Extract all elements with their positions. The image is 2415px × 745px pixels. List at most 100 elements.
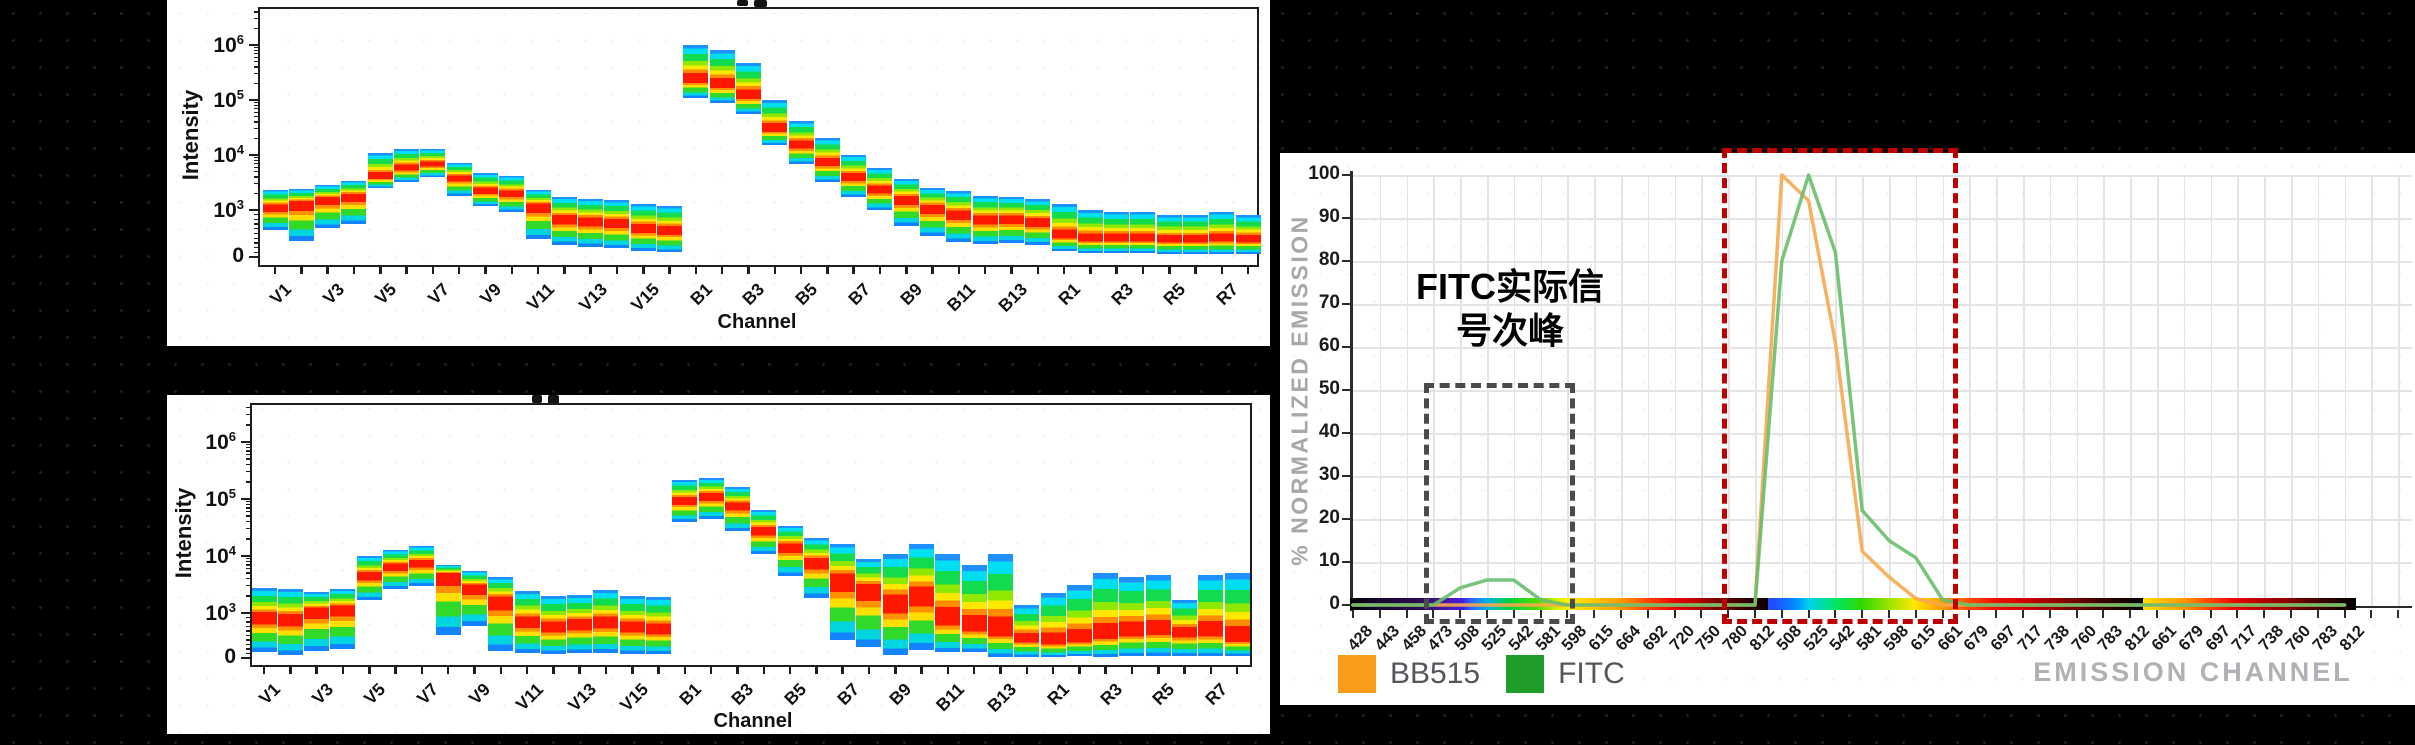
- x-tick: [604, 665, 608, 674]
- y-tick-label: 105: [213, 87, 244, 112]
- y-tick: [1342, 217, 1350, 219]
- x-tick: [379, 265, 382, 274]
- v-gridline: [1996, 175, 1998, 607]
- y-tick-label: 100: [1308, 163, 1340, 184]
- v-gridline: [1433, 175, 1435, 607]
- y-minor-tick: [246, 446, 250, 449]
- y-minor-tick: [246, 414, 250, 416]
- y-minor-tick: [254, 237, 258, 239]
- channel-band: [841, 155, 867, 198]
- y-minor-tick: [254, 121, 258, 123]
- v-gridline: [1567, 175, 1569, 607]
- y-minor-tick: [254, 56, 258, 58]
- h-gridline: [1350, 433, 2412, 435]
- x-tick: [1646, 610, 1649, 618]
- v-gridline: [1728, 175, 1730, 607]
- y-minor-tick: [246, 453, 250, 456]
- x-tick: [2209, 610, 2212, 618]
- channel-band: [472, 172, 498, 206]
- x-tick: [273, 265, 277, 274]
- x-tick: [852, 265, 855, 274]
- y-minor-tick: [254, 18, 258, 20]
- spectral-plot-bottom-panel: Intensity Channel 0 103 104 105 106 V1 V3 V5 V7 V…: [167, 395, 1270, 734]
- channel-band: [1040, 593, 1066, 657]
- channel-band: [1130, 212, 1156, 254]
- x-tick: [683, 665, 687, 674]
- y-tick: [241, 656, 250, 660]
- x-tick: [446, 665, 450, 674]
- x-tick-label: B1: [674, 679, 705, 709]
- v-gridline: [1808, 175, 1811, 607]
- y-minor-tick: [254, 218, 258, 221]
- y-minor-tick: [246, 406, 250, 409]
- y-minor-tick: [246, 577, 250, 580]
- x-tick: [1378, 610, 1381, 618]
- y-minor-tick: [246, 621, 250, 623]
- v-gridline: [2371, 175, 2373, 607]
- y-minor-tick: [254, 115, 258, 118]
- x-tick-label: V11: [511, 679, 548, 715]
- y-tick-label: 103: [205, 600, 236, 625]
- x-tick-label: R3: [1095, 679, 1126, 709]
- channel-band: [961, 564, 987, 652]
- x-tick: [1246, 265, 1250, 274]
- y-minor-tick: [254, 246, 258, 249]
- channel-band: [277, 589, 303, 656]
- x-tick: [2075, 610, 2078, 618]
- x-tick-label: V5: [360, 679, 390, 709]
- x-tick: [510, 265, 513, 274]
- x-tick-label: R7: [1200, 679, 1231, 709]
- x-tick: [631, 665, 634, 674]
- y-minor-tick: [254, 128, 258, 130]
- y-minor-tick: [254, 183, 258, 185]
- x-tick-label: V13: [563, 679, 600, 716]
- y-tick: [1342, 432, 1350, 434]
- legend: BB515 FITC: [1338, 655, 1651, 693]
- x-tick: [1194, 265, 1197, 274]
- cropped-title-fragment: [532, 395, 542, 403]
- x-tick-label: B13: [994, 279, 1032, 316]
- x-tick: [668, 265, 671, 274]
- main-peak-annotation-box: [1722, 148, 1958, 624]
- y-minor-tick: [254, 251, 258, 253]
- y-tick: [241, 497, 250, 501]
- x-tick: [499, 665, 502, 674]
- y-minor-tick: [254, 46, 258, 49]
- x-tick: [1235, 665, 1239, 674]
- channel-band: [604, 200, 630, 249]
- x-tick-label: R7: [1211, 279, 1242, 309]
- channel-band: [1224, 573, 1250, 657]
- x-tick-label: V15: [627, 279, 664, 316]
- v-gridline: [1969, 175, 1971, 607]
- y-minor-tick: [246, 585, 250, 587]
- channel-band: [394, 148, 419, 183]
- channel-band: [1145, 575, 1171, 657]
- x-tick: [368, 665, 371, 674]
- channel-band: [856, 558, 882, 647]
- legend-swatch-fitc: [1506, 655, 1545, 693]
- x-tick: [1673, 610, 1676, 618]
- y-tick: [1342, 389, 1350, 391]
- x-tick: [1432, 610, 1435, 618]
- x-tick: [1995, 610, 1998, 618]
- x-tick: [341, 665, 345, 674]
- v-gridline: [1647, 175, 1650, 607]
- x-tick-label: V13: [574, 279, 611, 316]
- y-minor-tick: [246, 450, 250, 452]
- x-tick: [999, 665, 1002, 674]
- y-tick: [249, 255, 258, 259]
- x-tick: [1593, 610, 1596, 618]
- x-tick: [642, 265, 645, 274]
- channel-band: [830, 544, 856, 640]
- v-gridline: [1701, 175, 1703, 607]
- h-gridline: [1350, 304, 2412, 306]
- y-tick-label: 104: [205, 543, 236, 568]
- y-minor-tick: [254, 27, 258, 30]
- channel-band: [1066, 584, 1092, 657]
- channel-band: [499, 175, 525, 213]
- x-tick: [473, 665, 476, 674]
- y-minor-tick: [254, 242, 258, 244]
- x-tick: [326, 265, 329, 274]
- x-tick: [931, 265, 934, 274]
- x-tick: [1539, 610, 1542, 618]
